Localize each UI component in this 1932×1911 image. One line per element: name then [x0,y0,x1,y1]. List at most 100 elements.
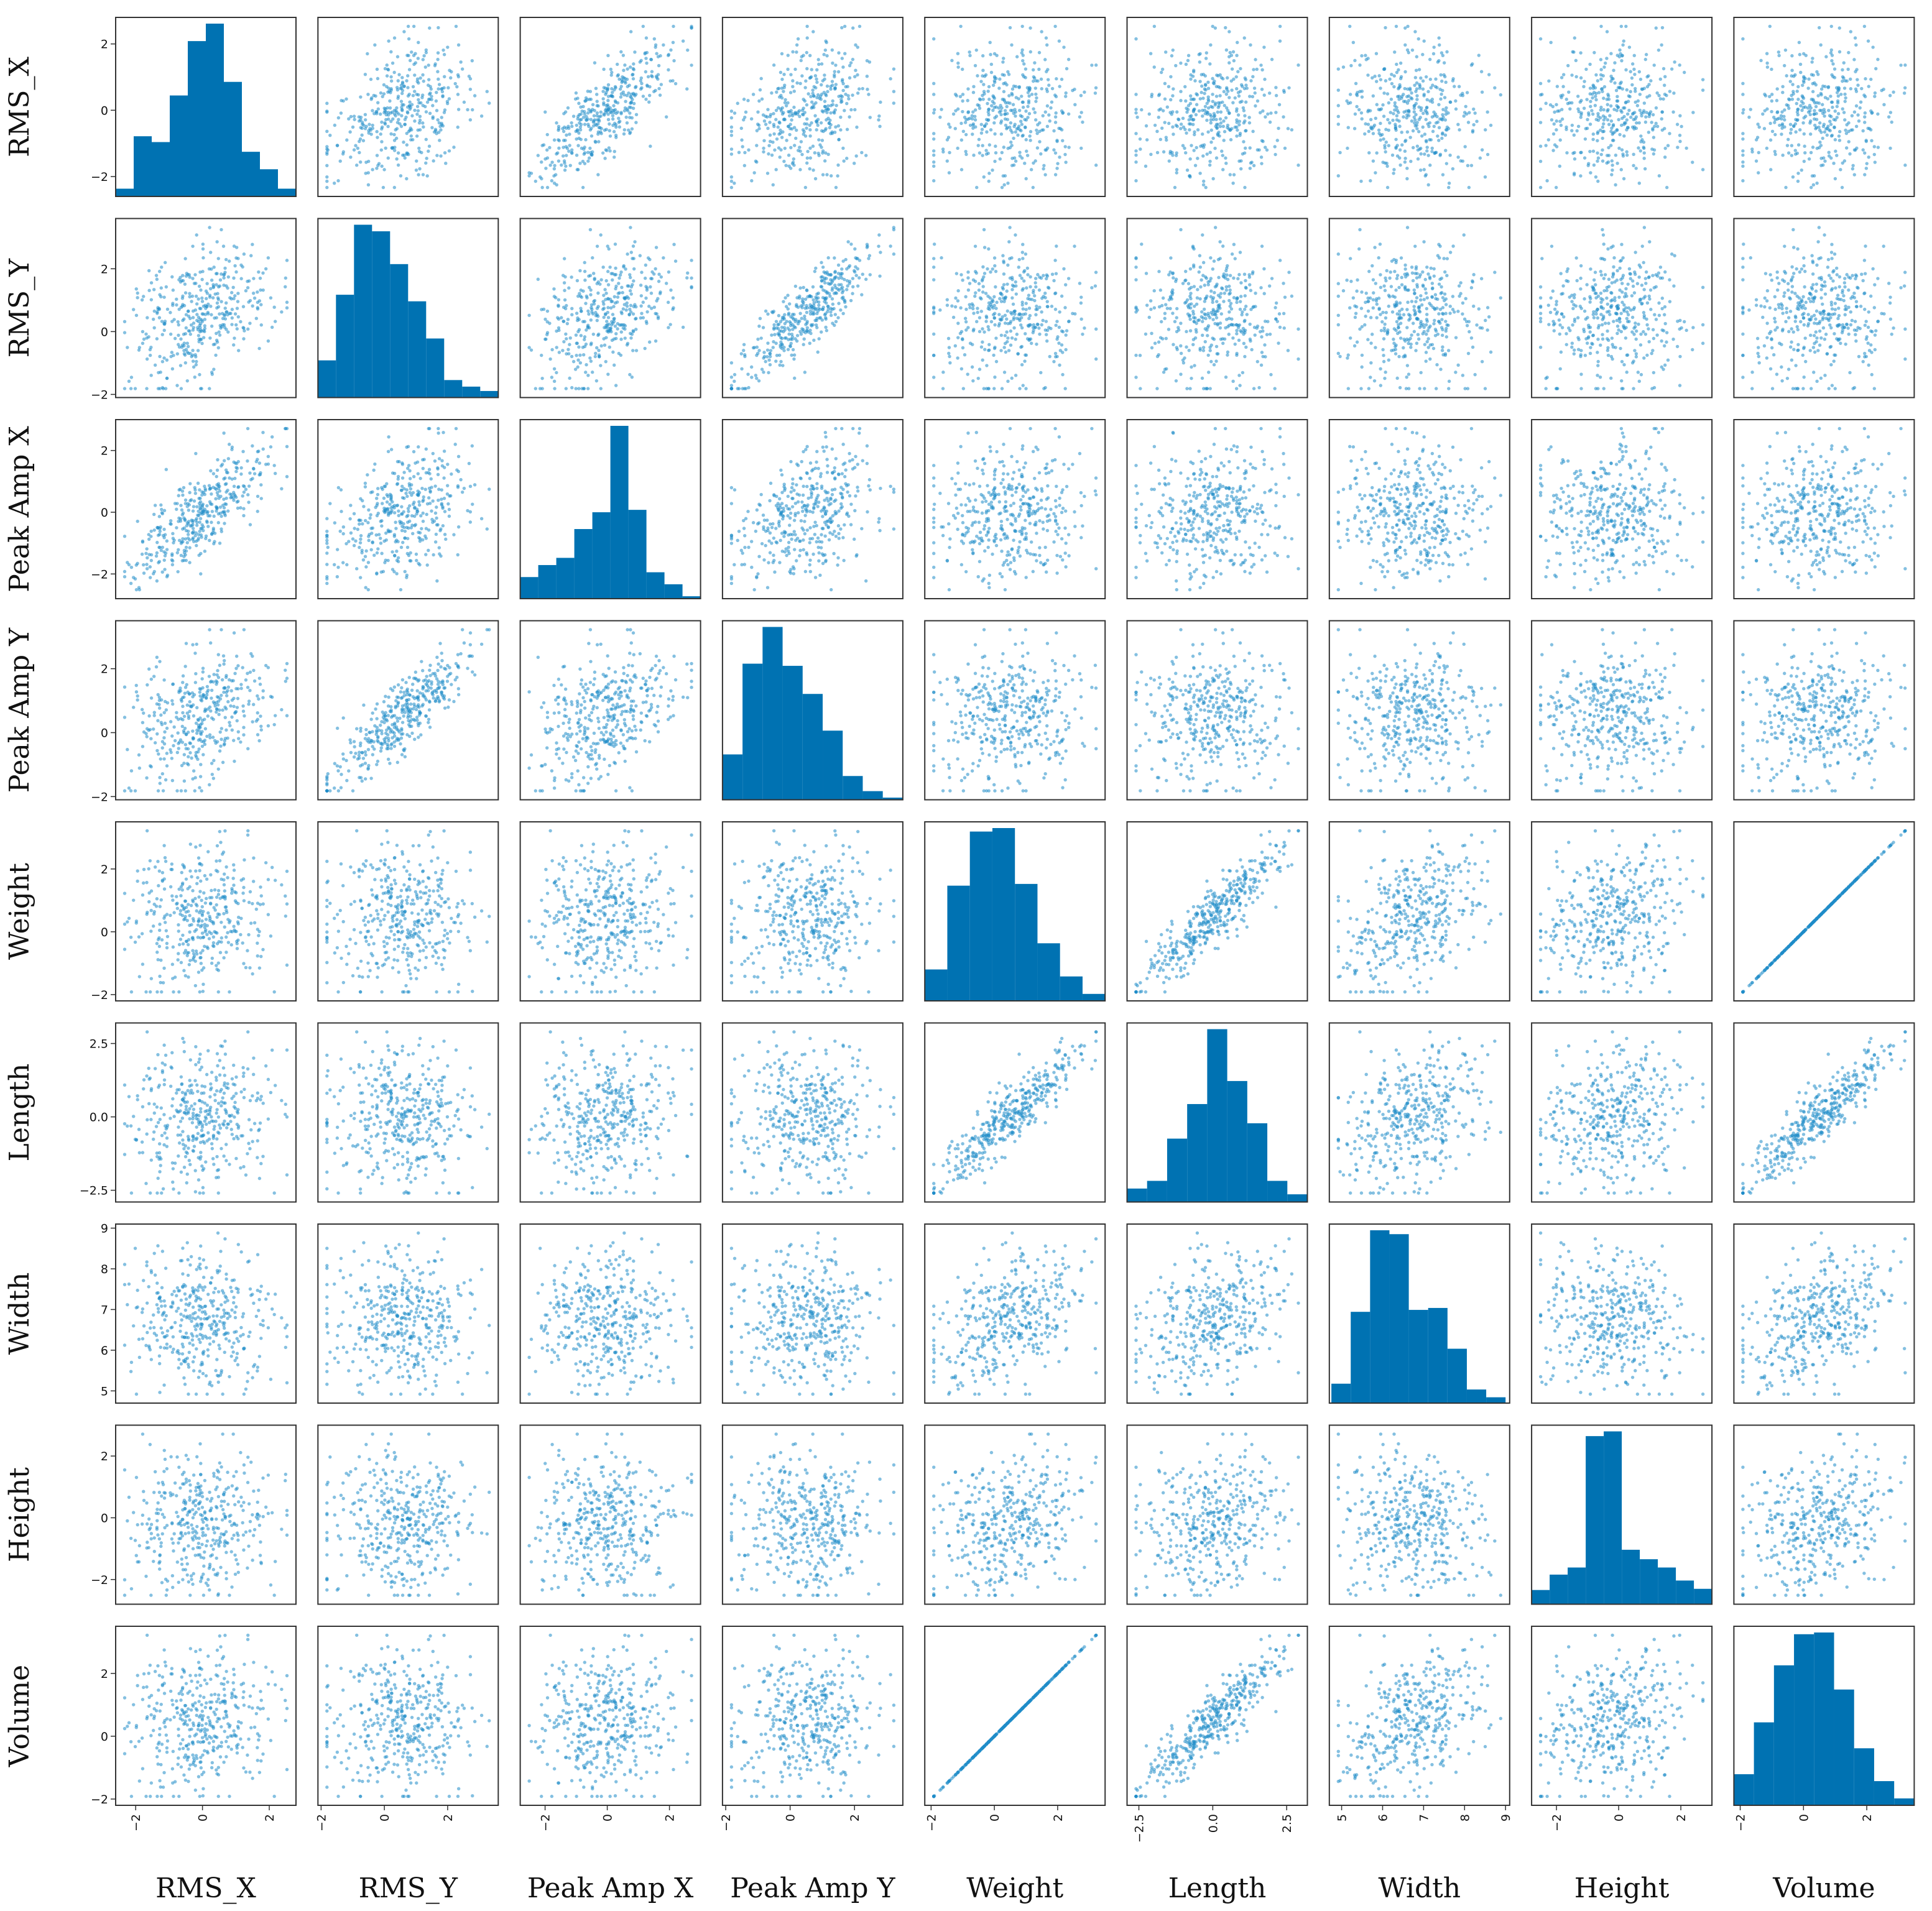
point [208,387,211,390]
point [175,384,178,387]
point [177,334,180,337]
point [1375,151,1378,154]
point [1582,85,1585,88]
point [682,39,685,42]
point [193,375,196,379]
point [1196,128,1199,131]
point [614,267,617,270]
point [1347,126,1350,129]
point [1167,122,1170,125]
point [181,319,184,322]
point [941,150,945,154]
point [150,281,153,284]
point [1790,94,1793,97]
point [606,54,609,57]
point [685,87,688,90]
point [792,157,795,160]
point [1175,171,1178,174]
point [604,93,607,96]
point [1643,151,1646,154]
point [1094,63,1098,67]
point [437,26,440,29]
point [599,364,602,367]
point [1260,155,1263,159]
point [243,329,246,332]
point [417,57,420,60]
point [158,293,161,296]
point [179,338,182,341]
point [169,355,172,358]
point [1773,153,1777,156]
point [639,88,642,91]
point [1428,163,1431,167]
point [1837,88,1840,91]
point [226,287,229,290]
point [367,122,371,126]
point [1205,119,1208,122]
point [1449,101,1452,104]
point [405,79,408,82]
point [1179,127,1182,130]
point [1803,132,1806,136]
point [377,108,380,111]
point [554,173,557,176]
point [1168,159,1171,162]
point [988,41,991,44]
point [1375,80,1378,83]
point [1869,78,1872,81]
point [189,333,192,336]
point [639,304,642,307]
point [1851,164,1854,167]
point [1443,61,1446,64]
point [1221,154,1224,157]
point [576,168,580,171]
point [1605,162,1608,165]
point [1594,73,1597,76]
point [557,159,560,162]
point [408,93,411,96]
point [1629,90,1632,93]
point [577,345,580,348]
point [776,87,779,90]
point [1183,127,1186,131]
point [1803,151,1806,154]
point [186,341,189,344]
point [1867,39,1870,42]
point [1360,117,1363,121]
point [851,26,854,29]
point [235,246,238,249]
point [1442,73,1445,76]
point [569,163,572,167]
point [779,148,782,151]
point [215,316,218,319]
point [402,30,405,33]
point [1625,118,1629,121]
point [1596,132,1599,135]
point [831,62,834,65]
point [1786,144,1789,147]
point [1226,76,1229,80]
point [1219,110,1223,113]
point [1741,111,1744,114]
point [422,80,425,83]
point [362,139,365,142]
point [1583,156,1586,159]
point [1225,48,1228,52]
point [1634,90,1637,93]
point [858,25,861,28]
point [632,67,635,70]
point [369,132,372,136]
point [1032,80,1035,83]
point [1634,167,1637,170]
point [966,87,969,90]
point [1845,146,1848,149]
point [565,337,568,340]
point [1015,55,1019,58]
point [1831,106,1834,109]
point [1243,119,1246,122]
point [428,112,432,115]
point [1459,93,1462,96]
point [1010,157,1014,160]
point [1605,57,1608,60]
point [123,331,126,334]
